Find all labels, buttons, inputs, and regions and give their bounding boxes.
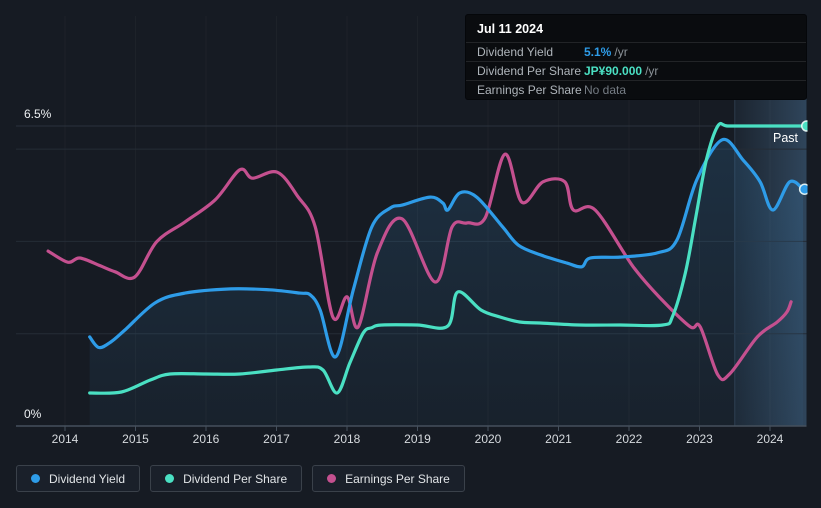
tooltip-row-label: Dividend Yield <box>477 45 554 59</box>
tooltip-row-label: Earnings Per Share <box>477 83 582 97</box>
legend-item-dividend-per-share[interactable]: Dividend Per Share <box>150 465 303 492</box>
tooltip-row-unit: /yr <box>614 45 628 59</box>
x-axis-year-2021: 2021 <box>545 432 572 446</box>
tooltip-date: Jul 11 2024 <box>477 22 544 36</box>
legend-item-label: Dividend Per Share <box>183 471 288 486</box>
legend-dot-icon <box>327 474 337 483</box>
legend-dot-icon <box>165 474 175 483</box>
x-axis-year-2014: 2014 <box>51 432 79 446</box>
tooltip-row-label: Dividend Per Share <box>477 64 582 78</box>
tooltip-rows: Dividend Yield 5.1%/yr Dividend Per Share J… <box>466 42 806 99</box>
past-region-label: Past <box>772 131 798 145</box>
tooltip-row-value: No data <box>584 83 627 97</box>
tooltip-row-value: 5.1% <box>584 45 612 59</box>
x-axis-year-2015: 2015 <box>122 432 149 446</box>
x-axis-year-2023: 2023 <box>686 432 713 446</box>
tooltip-row-value: JP¥90.000 <box>584 64 643 78</box>
x-axis-year-2017: 2017 <box>263 432 290 446</box>
chart-tooltip: Jul 11 2024 Dividend Yield 5.1%/yr Dividen… <box>466 15 806 99</box>
legend-item-label: Dividend Yield <box>49 471 126 486</box>
y-axis-max-label: 6.5% <box>24 107 52 121</box>
x-axis-year-2019: 2019 <box>404 432 431 446</box>
y-axis-zero-label: 0% <box>24 407 42 421</box>
x-axis-year-2020: 2020 <box>474 432 502 446</box>
tooltip-row-unit: /yr <box>645 64 659 78</box>
x-axis-year-2022: 2022 <box>615 432 643 446</box>
chart-legend: Dividend Yield Dividend Per Share Earnings… <box>16 465 465 492</box>
legend-dot-icon <box>31 474 40 483</box>
tooltip-row-dividend-per-share: Dividend Per Share JP¥90.000/yr <box>466 61 806 80</box>
legend-item-dividend-yield[interactable]: Dividend Yield <box>16 465 141 492</box>
x-axis-year-2024: 2024 <box>756 432 784 446</box>
legend-item-earnings-per-share[interactable]: Earnings Per Share <box>312 465 465 492</box>
legend-item-label: Earnings Per Share <box>345 471 450 486</box>
tooltip-row-earnings-per-share: Earnings Per Share No data <box>466 80 806 99</box>
tooltip-row-dividend-yield: Dividend Yield 5.1%/yr <box>466 42 806 61</box>
x-axis-year-2016: 2016 <box>192 432 220 446</box>
x-axis-year-2018: 2018 <box>333 432 361 446</box>
